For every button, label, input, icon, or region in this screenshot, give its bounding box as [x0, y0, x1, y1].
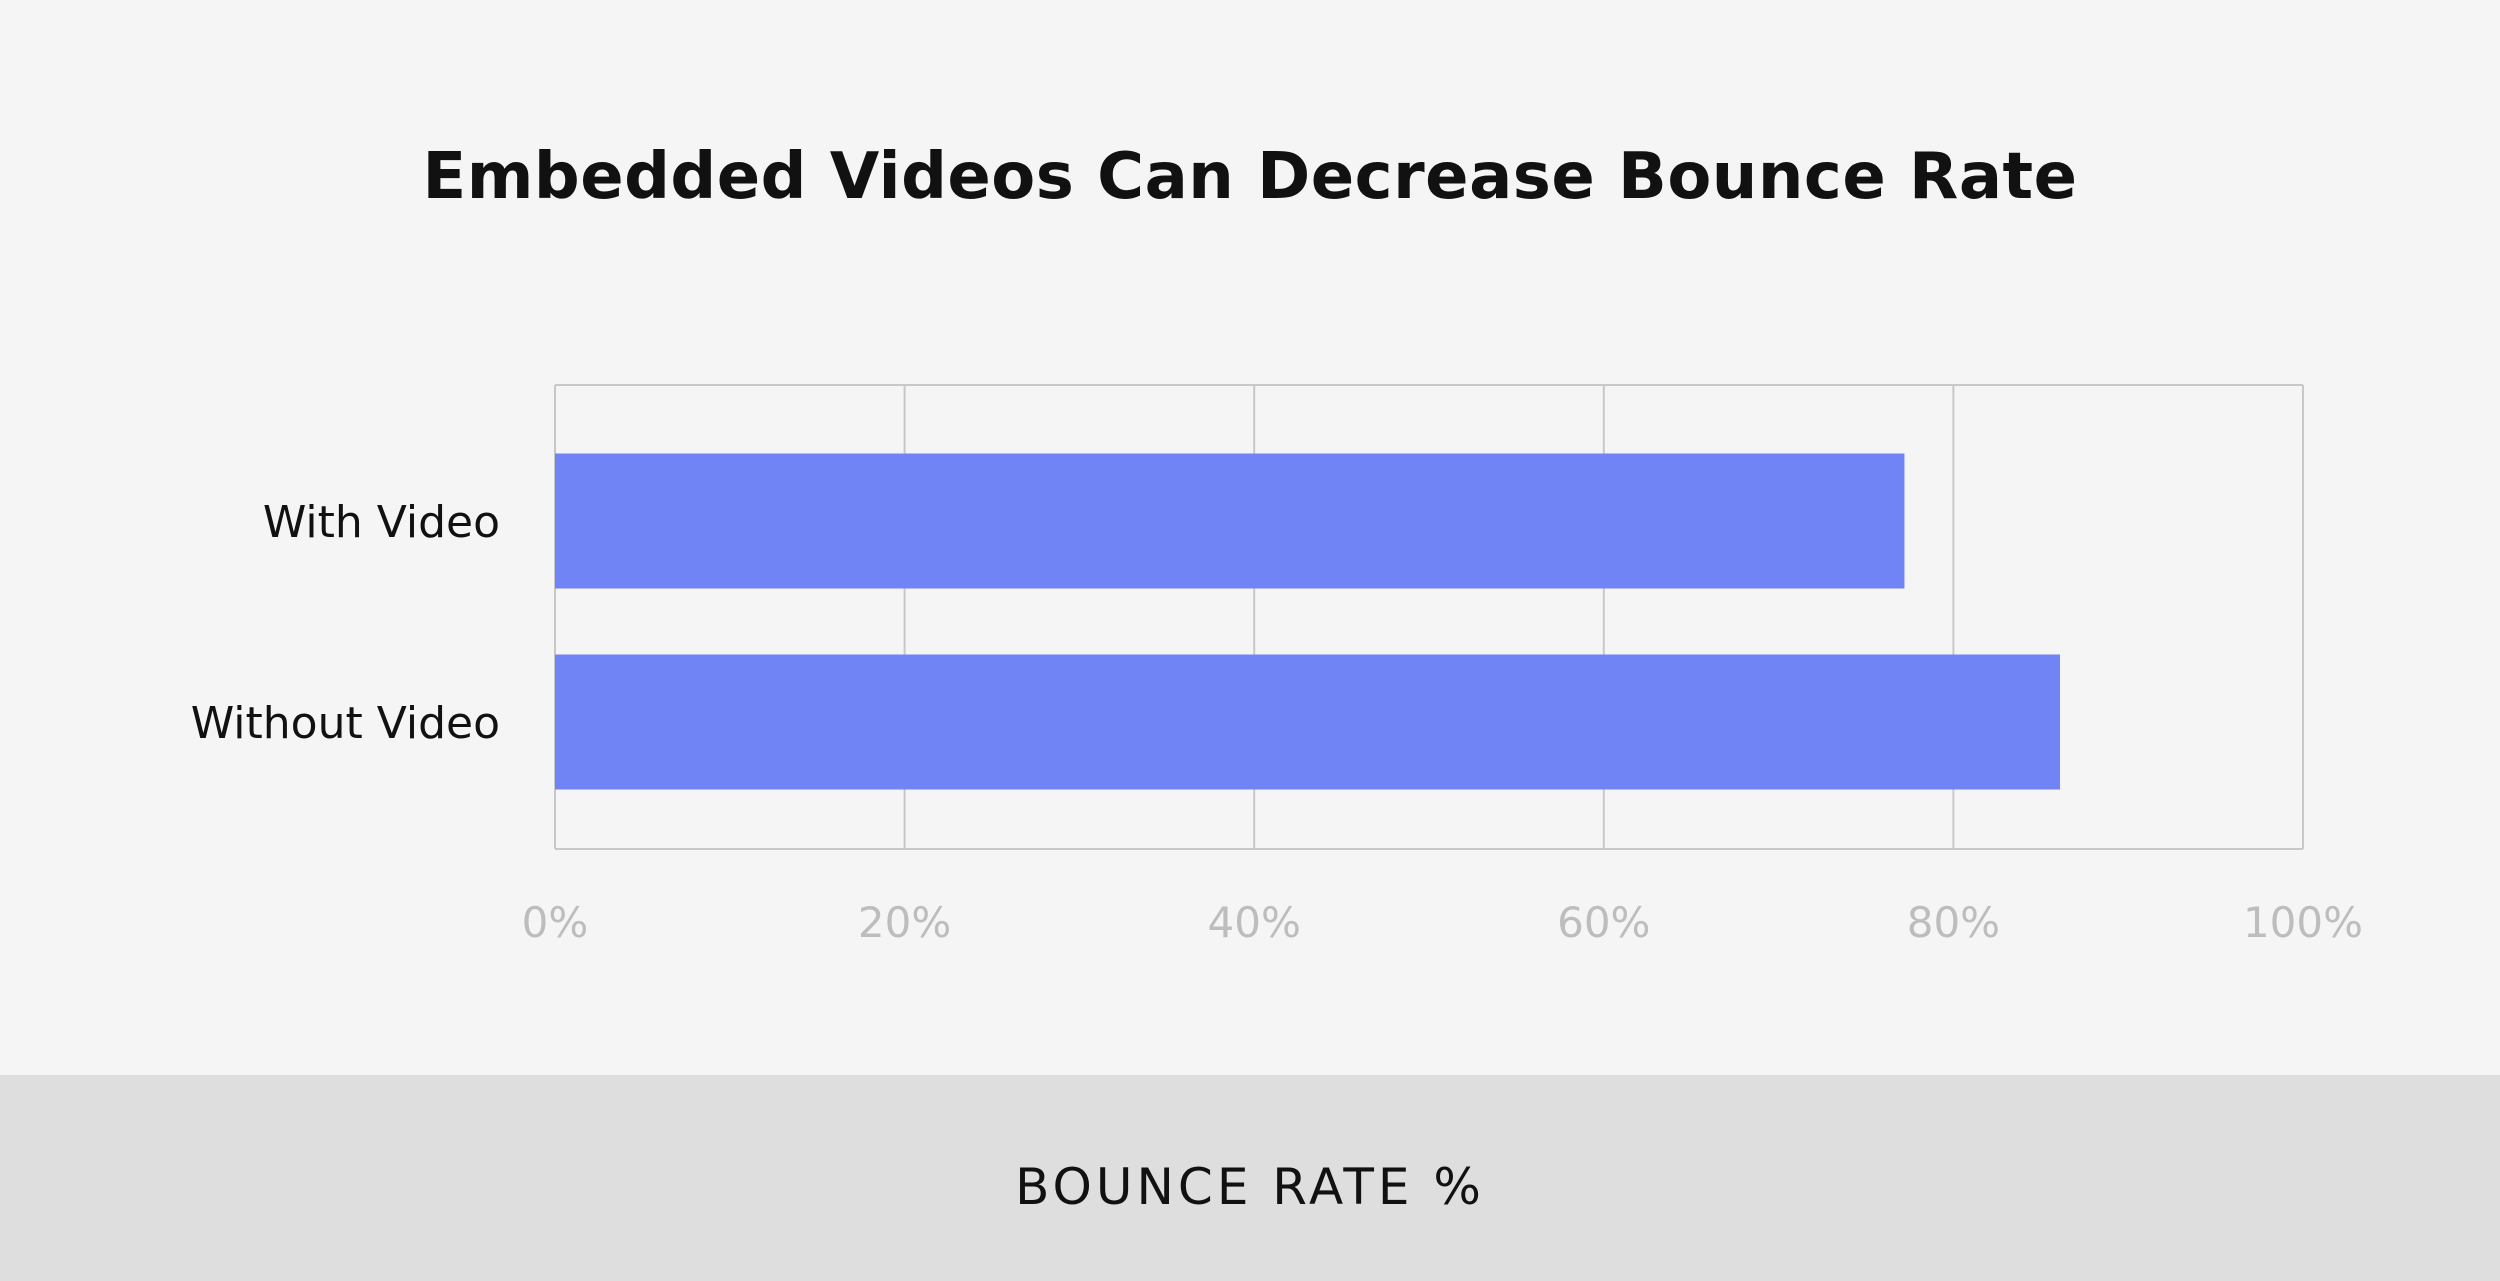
x-tick-label: 20% [858, 898, 951, 947]
x-tick-label: 60% [1557, 898, 1650, 947]
x-tick-label: 40% [1208, 898, 1301, 947]
bar-without-video [555, 654, 2061, 790]
category-label: With Video [263, 497, 500, 548]
bar-with-video [555, 453, 1905, 589]
category-label: Without Video [191, 698, 500, 749]
x-tick-label: 80% [1907, 898, 2000, 947]
chart-title: Embedded Videos Can Decrease Bounce Rate [422, 140, 2078, 214]
x-axis-label-band [0, 1075, 2500, 1281]
x-tick-label: 100% [2243, 898, 2363, 947]
x-axis-label: BOUNCE RATE % [1015, 1158, 1485, 1216]
x-tick-label: 0% [522, 898, 589, 947]
bar-chart: With Video Without Video 0% 20% 40% 60% 80% 100… [191, 384, 2363, 947]
